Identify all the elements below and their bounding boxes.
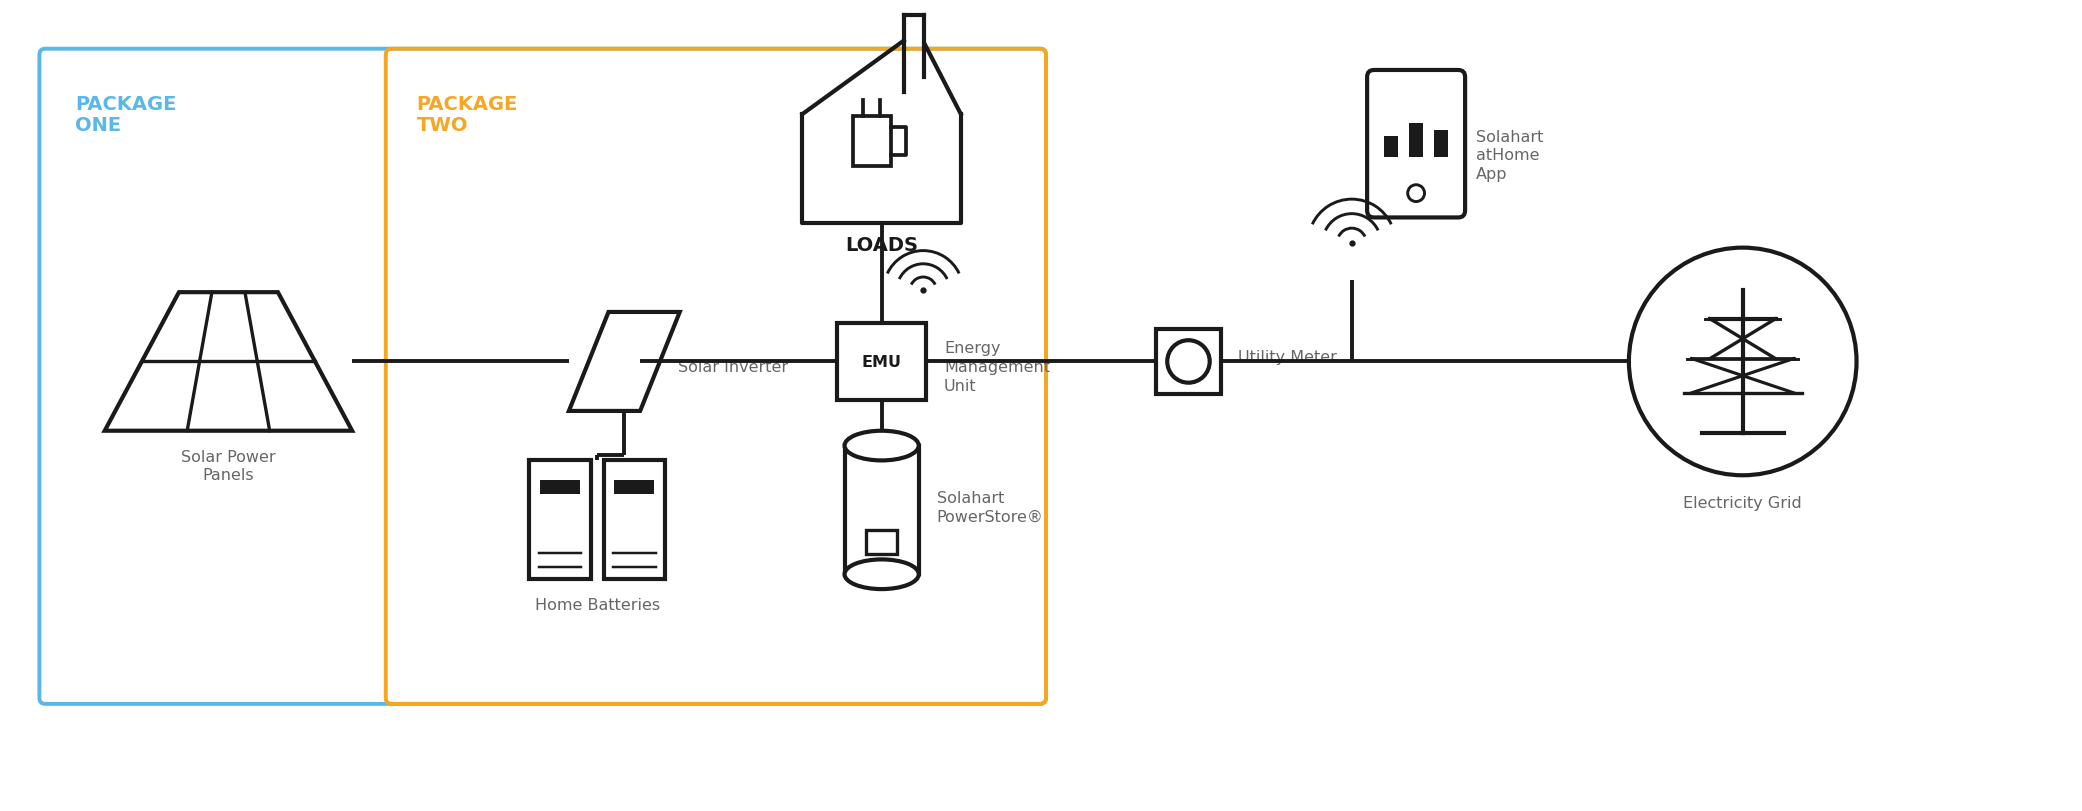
- Text: EMU: EMU: [862, 354, 902, 370]
- Ellipse shape: [845, 560, 918, 590]
- Text: PACKAGE
ONE: PACKAGE ONE: [75, 95, 177, 135]
- Bar: [1410, 124, 1424, 158]
- Text: Solar Inverter: Solar Inverter: [679, 359, 787, 375]
- Bar: [529, 461, 591, 580]
- Text: Home Batteries: Home Batteries: [535, 597, 660, 612]
- Bar: [1434, 131, 1449, 158]
- Bar: [1385, 136, 1397, 158]
- Text: Solar Power
Panels: Solar Power Panels: [181, 449, 275, 483]
- Circle shape: [1628, 248, 1857, 476]
- Circle shape: [1407, 186, 1424, 202]
- Bar: [837, 324, 926, 401]
- Text: LOADS: LOADS: [845, 235, 918, 255]
- Circle shape: [1168, 341, 1210, 384]
- Bar: [845, 446, 918, 574]
- Text: Solahart
PowerStore®: Solahart PowerStore®: [937, 491, 1043, 524]
- Text: PACKAGE
TWO: PACKAGE TWO: [416, 95, 518, 135]
- Text: Utility Meter: Utility Meter: [1239, 350, 1337, 365]
- Bar: [1156, 330, 1220, 394]
- Bar: [539, 481, 581, 495]
- Text: Energy
Management
Unit: Energy Management Unit: [943, 341, 1049, 393]
- Bar: [614, 481, 654, 495]
- Bar: [604, 461, 664, 580]
- Ellipse shape: [845, 431, 918, 461]
- Text: Electricity Grid: Electricity Grid: [1684, 496, 1803, 510]
- Bar: [854, 118, 891, 167]
- Bar: [866, 531, 897, 555]
- FancyBboxPatch shape: [1368, 71, 1466, 218]
- Text: Solahart
atHome
App: Solahart atHome App: [1476, 130, 1543, 182]
